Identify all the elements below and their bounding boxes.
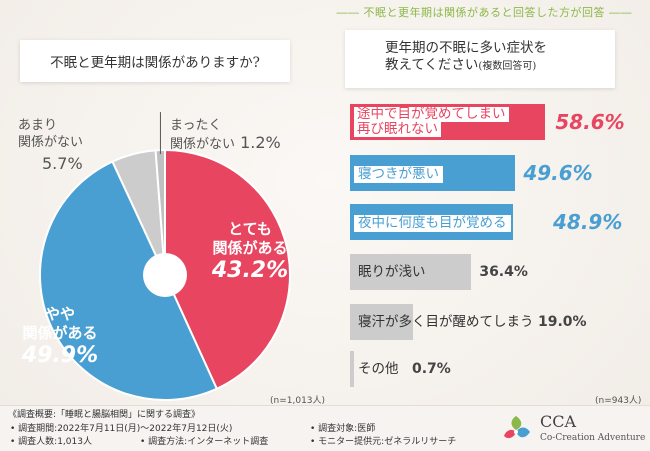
footer-target: • 調査対象:医師 [310, 424, 376, 434]
pie-label-line: あまり [18, 118, 58, 133]
right-question-box: 更年期の不眠に多い症状を 教えてください(複数回答可) [345, 30, 615, 88]
survey-banner: ―― 不眠と更年期は関係があると回答した方が回答 ―― [336, 6, 632, 19]
pie-chart [39, 112, 291, 401]
bar-category-label: 夜中に何度も目が覚める [354, 214, 511, 232]
pie-label-line: 関係がない 1.2% [170, 133, 281, 152]
footer-title: 《調査概要:「睡眠と腸脳相関」に関する調査》 [8, 410, 201, 420]
footer-provider: • モニター提供元:ゼネラルリサーチ [310, 437, 457, 447]
pie-label-0: とても 関係がある 43.2% [200, 220, 300, 284]
bar-mark [350, 254, 472, 290]
bar-value-label: 0.7% [412, 361, 451, 377]
bar-value-label: 19.0% [538, 314, 587, 330]
cca-logo-icon [504, 416, 530, 439]
logo-title: CCA [540, 412, 577, 431]
bar-category-label: 寝汗が多く目が醒めてしまう [358, 313, 534, 330]
right-question-line2: 教えてください(複数回答可) [385, 57, 615, 75]
pie-slice-1 [39, 160, 219, 401]
bar-sample-size: (n=943人) [595, 396, 642, 406]
pie-center-hole [143, 253, 187, 297]
pie-label-line: 関係がある [22, 324, 98, 342]
bar-category-label: その他 [358, 360, 399, 377]
pie-label-2: あまり関係がない 5.7% [18, 117, 83, 172]
left-question-box: 不眠と更年期は関係がありますか? [20, 40, 290, 82]
pie-label-1: やや 関係がある 49.9% [10, 305, 110, 369]
right-question-line1: 更年期の不眠に多い症状を [385, 40, 547, 56]
bar-category-label: 寝つきが悪い [354, 165, 443, 183]
pie-value-label: 43.2% [211, 258, 289, 283]
pie-label-line: 関係がある [212, 239, 288, 257]
pie-label-line: まったく [170, 118, 222, 133]
pie-value-label: 1.2% [235, 133, 281, 152]
pie-value-label: 49.9% [21, 343, 99, 368]
bar-mark [350, 351, 354, 387]
footer-people: • 調査人数:1,013人 [10, 437, 92, 447]
pie-label-line: やや [44, 305, 75, 323]
pie-sample-size: (n=1,013人) [270, 396, 326, 406]
bar-value-label: 58.6% [555, 110, 625, 134]
footer-period: • 調査期間:2022年7月11日(月)〜2022年7月12日(火) [10, 424, 233, 434]
bar-value-label: 49.6% [523, 161, 593, 185]
right-question-main: 教えてください [385, 57, 479, 73]
footer-method: • 調査方法:インターネット調査 [140, 437, 269, 447]
survey-footer [0, 405, 650, 451]
pie-label-3: まったく 関係がない 1.2% [170, 117, 281, 153]
pie-value-label: 5.7% [42, 154, 83, 173]
pie-label-line: とても [228, 220, 272, 238]
pie-label-line: 関係がない [18, 135, 84, 150]
bar-category-label: 眠りが浅い [358, 263, 426, 280]
bar-value-label: 36.4% [479, 264, 528, 280]
bar-category-label: 途中で目が覚めてしまい [354, 107, 509, 122]
left-question-text: 不眠と更年期は関係がありますか? [50, 55, 260, 71]
bar-category-label: 再び眠れない [354, 122, 441, 137]
pie-slice-0 [164, 148, 291, 391]
right-question-sub: (複数回答可) [478, 61, 537, 72]
bar-mark [350, 304, 414, 340]
logo-subtitle: Co-Creation Adventure [540, 433, 646, 443]
bar-value-label: 48.9% [553, 210, 623, 234]
